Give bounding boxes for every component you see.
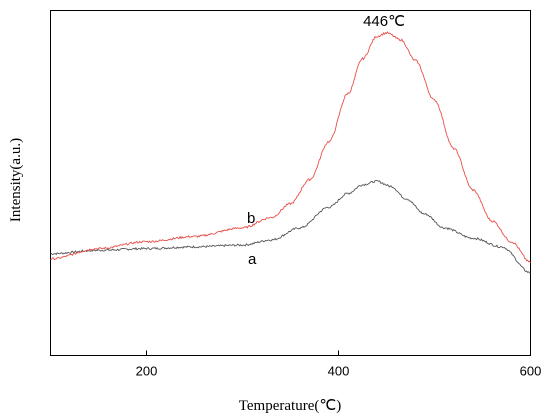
series-line-b <box>50 31 531 263</box>
series-line-a <box>50 179 531 274</box>
series-label-a: a <box>248 251 257 268</box>
x-axis-ticks: 200 400 600 <box>136 350 542 379</box>
series-layer <box>50 31 531 274</box>
x-tick-label-400: 400 <box>328 364 350 379</box>
peak-annotation: 446℃ <box>363 13 405 30</box>
x-tick-label-600: 600 <box>520 364 542 379</box>
y-axis-title: Intensity(a.u.) <box>8 138 24 222</box>
series-label-b: b <box>247 210 255 227</box>
plot-frame <box>50 10 531 356</box>
x-axis-title: Temperature(℃) <box>239 398 341 414</box>
x-tick-label-200: 200 <box>136 364 158 379</box>
